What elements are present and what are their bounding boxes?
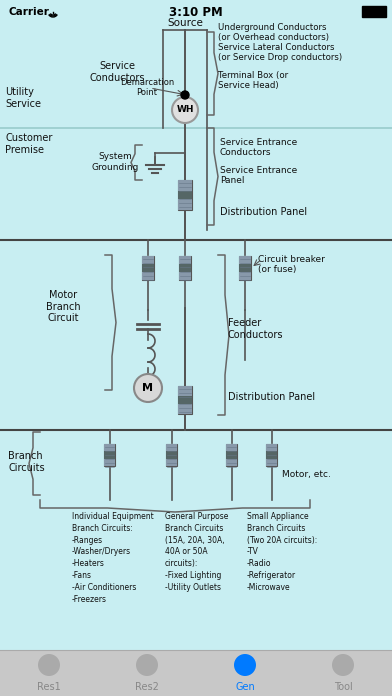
Text: Res1: Res1 [37,682,61,692]
Bar [142,256,154,280]
Circle shape [38,654,60,676]
Bar [178,404,192,414]
Bar [142,264,154,272]
Text: Res2: Res2 [135,682,159,692]
Text: Distribution Panel: Distribution Panel [220,207,307,217]
Circle shape [332,654,354,676]
Bar [178,386,192,396]
Bar [105,451,116,459]
Bar [239,264,251,272]
Bar [239,272,251,280]
Circle shape [181,91,189,99]
Bar [167,444,178,451]
Text: Utility
Service: Utility Service [5,87,41,109]
Text: Feeder
Conductors: Feeder Conductors [228,318,283,340]
Bar [142,256,154,264]
Bar [362,6,386,17]
Text: Circuit breaker
(or fuse): Circuit breaker (or fuse) [258,255,325,274]
Text: Service Lateral Conductors
(or Service Drop conductors): Service Lateral Conductors (or Service D… [218,42,342,62]
Text: Motor
Branch
Circuit: Motor Branch Circuit [46,290,80,323]
Bar [267,444,278,466]
Bar [167,444,178,466]
Bar [105,459,116,466]
Bar [0,650,392,696]
Circle shape [134,374,162,402]
Bar [105,444,116,466]
Bar [167,459,178,466]
Bar [267,444,278,451]
Text: WH: WH [176,106,194,115]
Bar [267,451,278,459]
Text: M: M [143,383,154,393]
Circle shape [136,654,158,676]
Bar [105,444,116,451]
Bar [167,451,178,459]
Text: Service
Conductors: Service Conductors [89,61,145,83]
Text: Service Entrance
Conductors: Service Entrance Conductors [220,138,297,157]
Text: 3:10 PM: 3:10 PM [169,6,223,19]
Bar [178,180,192,191]
Text: Tool: Tool [334,682,352,692]
Circle shape [172,97,198,123]
Bar [227,444,238,466]
Text: Individual Equipment
Branch Circuits:
-Ranges
-Washer/Dryers
-Heaters
-Fans
-Air: Individual Equipment Branch Circuits: -R… [72,512,154,603]
Text: Customer
Premise: Customer Premise [5,133,53,155]
Text: Underground Conductors
(or Overhead conductors): Underground Conductors (or Overhead cond… [218,22,329,42]
Circle shape [234,654,256,676]
Bar [239,256,251,280]
Text: Small Appliance
Branch Circuits
(Two 20A circuits):
-TV
-Radio
-Refrigerator
-Mi: Small Appliance Branch Circuits (Two 20A… [247,512,317,592]
Bar [178,386,192,414]
Bar [178,191,192,199]
Text: Distribution Panel: Distribution Panel [228,392,315,402]
Bar [179,256,191,264]
Bar [227,444,238,451]
Bar [227,459,238,466]
Bar [179,264,191,272]
Text: Motor, etc.: Motor, etc. [282,470,331,480]
Bar [267,459,278,466]
Bar [239,256,251,264]
Bar [178,396,192,404]
Bar [179,256,191,280]
Text: Terminal Box (or
Service Head): Terminal Box (or Service Head) [218,70,288,90]
Text: Gen: Gen [235,682,255,692]
Text: System
Grounding: System Grounding [91,152,139,172]
Text: Source: Source [167,18,203,28]
Text: Demarcation
Point: Demarcation Point [120,78,174,97]
Text: Service Entrance
Panel: Service Entrance Panel [220,166,297,185]
Bar [178,199,192,210]
Text: Carrier: Carrier [8,7,49,17]
Text: Branch
Circuits: Branch Circuits [8,451,45,473]
Bar [179,272,191,280]
Bar [142,272,154,280]
Bar [178,180,192,210]
Text: General Purpose
Branch Circuits
(15A, 20A, 30A,
40A or 50A
circuits):
-Fixed Lig: General Purpose Branch Circuits (15A, 20… [165,512,229,592]
Bar [227,451,238,459]
